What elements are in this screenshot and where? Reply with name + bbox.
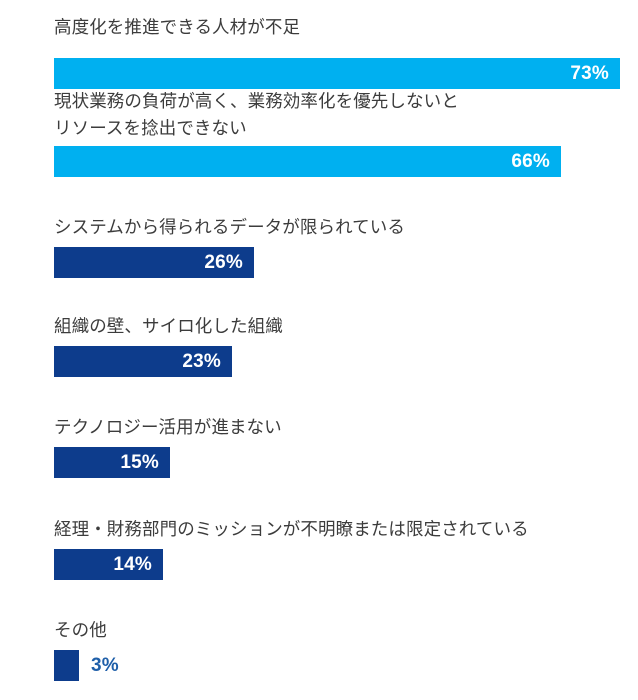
bar-category-label: システムから得られるデータが限られている [54, 217, 405, 237]
bar-value-label: 15% [120, 452, 159, 473]
bar-value-label: 3% [91, 655, 119, 676]
bar: 26% [54, 247, 254, 278]
bar-value-label: 14% [113, 554, 152, 575]
bar-category-label: テクノロジー活用が進まない [54, 417, 282, 437]
bar-track: 73% [54, 58, 620, 89]
bar: 3% [54, 650, 119, 681]
bar-category-label: 経理・財務部門のミッションが不明瞭または限定されている [54, 519, 529, 539]
bar-value-label: 26% [204, 252, 243, 273]
bar-value-label: 73% [570, 63, 609, 84]
bar-value-label: 66% [511, 151, 550, 172]
bar-value-label: 23% [182, 351, 221, 372]
bar-category-label: 組織の壁、サイロ化した組織 [54, 316, 283, 336]
bar-category-label: 現状業務の負荷が高く、業務効率化を優先しないと リソースを捻出できない [54, 91, 459, 138]
bar: 15% [54, 447, 170, 478]
bar-category-label: その他 [54, 620, 107, 640]
bar-track: 66% [54, 146, 561, 177]
bar-track: 15% [54, 447, 170, 478]
bar-track: 3% [54, 650, 119, 681]
bar: 14% [54, 549, 163, 580]
bar: 23% [54, 346, 232, 377]
bar-track: 26% [54, 247, 254, 278]
bar-track: 23% [54, 346, 232, 377]
bar: 66% [54, 146, 561, 177]
bar-category-label: 高度化を推進できる人材が不足 [54, 17, 301, 37]
bar-track: 14% [54, 549, 163, 580]
bar: 73% [54, 58, 620, 89]
